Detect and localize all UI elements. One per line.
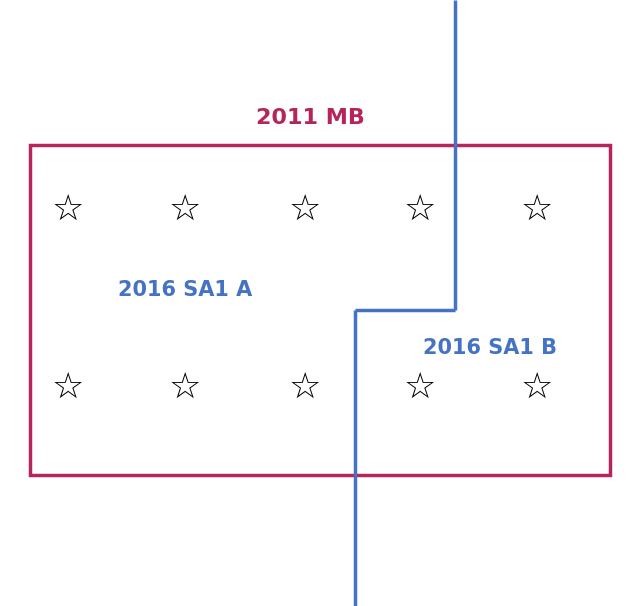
Text: ☆: ☆ — [404, 371, 436, 405]
Text: ☆: ☆ — [169, 193, 201, 227]
Text: ☆: ☆ — [52, 371, 84, 405]
Text: ☆: ☆ — [289, 193, 321, 227]
Text: ☆: ☆ — [52, 193, 84, 227]
Text: ☆: ☆ — [169, 371, 201, 405]
Text: ☆: ☆ — [289, 371, 321, 405]
Text: 2016 SA1 A: 2016 SA1 A — [118, 280, 252, 300]
Text: ☆: ☆ — [521, 371, 553, 405]
Text: ☆: ☆ — [521, 193, 553, 227]
Text: ☆: ☆ — [404, 193, 436, 227]
Text: 2016 SA1 B: 2016 SA1 B — [423, 338, 557, 358]
Text: 2011 MB: 2011 MB — [256, 108, 365, 128]
Bar — [30, 145, 610, 475]
